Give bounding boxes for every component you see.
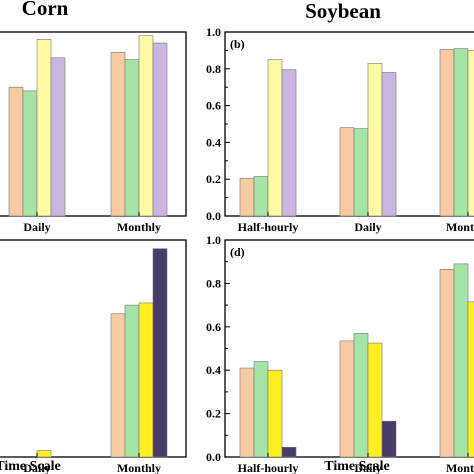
panel-d-bar-s1-daily	[339, 340, 355, 458]
panel-b-bar-s2-monthly	[453, 48, 469, 217]
panel-d-bar-s2-monthly	[453, 263, 469, 458]
panel-b-bar-s4-daily	[381, 72, 397, 217]
panel-b-soybean-chart: Half-hourly Daily Monthly 0.0 0.2 0.4 0.6 0.8 1.…	[206, 25, 474, 234]
panel-d-y-tick-label: 0.4	[206, 363, 221, 377]
panel-d-x-tick-label: Monthly	[446, 461, 474, 474]
panel-a-frame	[0, 31, 187, 217]
panel-b-bar-s1-monthly	[439, 49, 455, 217]
panel-b-bar-s4-half-hourly	[281, 69, 297, 217]
panel-d-bar-s3-monthly	[467, 301, 474, 458]
panel-b-y-tick-label: 1.0	[206, 25, 221, 39]
panel-b-x-tick-label: Monthly	[446, 220, 474, 234]
panel-a-x-tick-label: Monthly	[117, 220, 161, 234]
panel-d-bar-s2-half-hourly	[253, 361, 269, 458]
panel-d-bar-s1-monthly	[439, 268, 455, 458]
panel-b-y-tick-label: 0.8	[206, 62, 221, 76]
panel-d-y-tick-label: 1.0	[206, 233, 221, 247]
panel-a-bar-s4-daily	[50, 57, 66, 217]
panel-c-bar-s4-monthly	[152, 248, 168, 458]
panel-c-bar-s3-daily	[36, 450, 52, 458]
panel-c-x-tick-label: Monthly	[117, 461, 161, 474]
panel-a-x-tick-label: Daily	[23, 220, 50, 234]
panel-d-x-tick-label: Daily	[354, 461, 381, 474]
panel-a-bar-s2-daily	[22, 90, 38, 217]
panel-d-bar-s3-daily	[367, 342, 383, 458]
panel-d-y-tick-label: 0.6	[206, 320, 221, 334]
panel-a-corn-chart: Daily Monthly	[0, 31, 187, 234]
panel-d-y-tick-label: 0.8	[206, 276, 221, 290]
panel-c-bar-s3-monthly	[138, 302, 154, 458]
panel-d-x-tick-label: Half-hourly	[238, 461, 299, 474]
panel-b-y-tick-label: 0.0	[206, 209, 221, 223]
panel-b-y-tick-label: 0.4	[206, 135, 221, 149]
soybean-title: Soybean	[305, 0, 381, 23]
panel-d-bar-s4-daily	[381, 420, 397, 458]
panel-c-bar-s1-monthly	[110, 313, 126, 458]
panel-d-bar-s2-daily	[353, 333, 369, 458]
panel-b-label: (b)	[230, 37, 245, 51]
panel-b-bar-s3-daily	[367, 62, 383, 217]
panel-b-bar-s2-half-hourly	[253, 176, 269, 217]
panel-b-bar-s2-daily	[353, 128, 369, 217]
panel-c-frame	[0, 239, 187, 458]
panel-b-x-tick-label: Daily	[354, 220, 381, 234]
panel-a-bar-s3-monthly	[138, 35, 154, 217]
panel-d-x-axis-title: Time Scale	[324, 459, 389, 474]
panel-c-corn-chart: Daily Monthly	[0, 239, 187, 474]
panel-b-x-tick-label: Half-hourly	[238, 220, 299, 234]
panel-a-bar-s4-monthly	[152, 42, 168, 217]
panel-b-bar-s3-monthly	[467, 50, 474, 217]
panel-d-y-tick-label: 0.0	[206, 450, 221, 464]
panel-d-bar-s4-half-hourly	[281, 446, 297, 458]
panel-a-bar-s2-monthly	[124, 59, 140, 217]
panel-c-bar-s2-monthly	[124, 304, 140, 458]
panel-c-x-tick-label: Daily	[23, 461, 50, 474]
panel-a-bar-s3-daily	[36, 39, 52, 217]
panel-a-bar-s1-daily	[8, 86, 24, 217]
panel-d-bar-s3-half-hourly	[267, 369, 283, 458]
panel-b-bar-s1-daily	[339, 127, 355, 217]
panel-b-y-tick-label: 0.6	[206, 99, 221, 113]
panel-d-soybean-chart: Half-hourly Daily Monthly 0.0 0.2 0.4 0.6 0.8 1.…	[206, 233, 474, 474]
panel-d-label: (d)	[230, 245, 245, 259]
panel-d-y-tick-label: 0.2	[206, 407, 221, 421]
panel-b-bar-s3-half-hourly	[267, 59, 283, 217]
panel-c-x-axis-title: Time Scale	[0, 459, 61, 474]
panel-d-bar-s1-half-hourly	[239, 367, 255, 458]
panel-b-y-tick-label: 0.2	[206, 172, 221, 186]
corn-title: Corn	[22, 0, 69, 20]
panel-a-bar-s1-monthly	[110, 51, 126, 217]
panel-b-bar-s1-half-hourly	[239, 177, 255, 217]
